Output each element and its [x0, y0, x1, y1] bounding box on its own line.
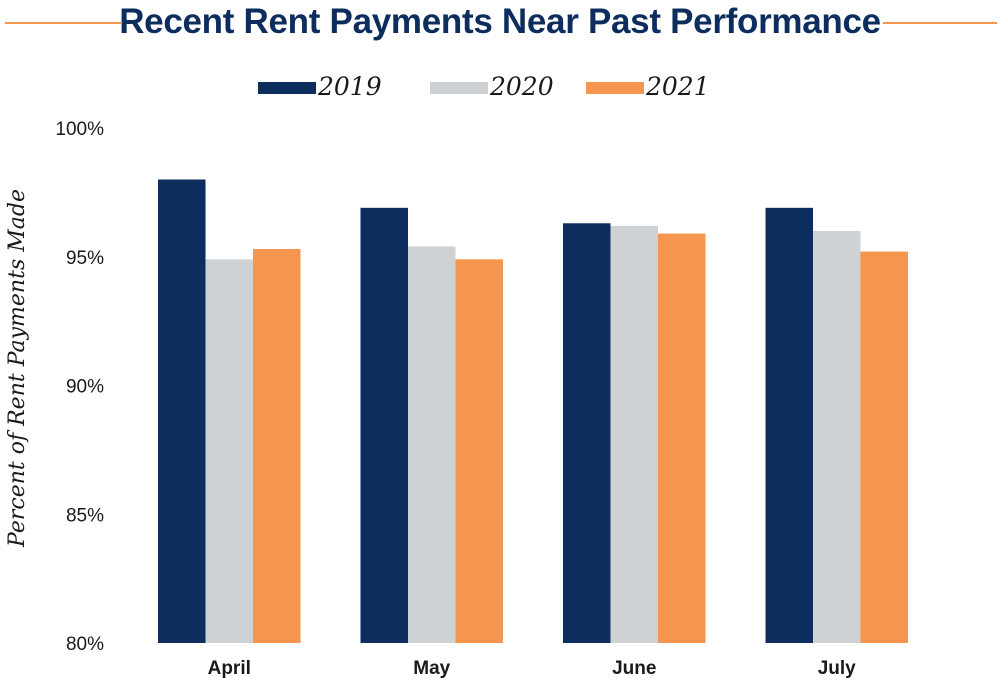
bar-june-2019: [563, 223, 611, 643]
legend-swatch-2020: [430, 82, 488, 94]
x-tick-label-may: May: [413, 658, 450, 679]
bar-may-2021: [455, 259, 503, 643]
y-tick-label: 85%: [66, 505, 104, 526]
legend-label-2019: 2019: [318, 72, 382, 101]
y-tick-label: 80%: [66, 634, 104, 655]
bar-may-2019: [360, 207, 408, 643]
bar-april-2021: [253, 249, 301, 643]
chart-title: Recent Rent Payments Near Past Performan…: [119, 2, 881, 41]
bar-july-2019: [765, 207, 813, 643]
bars: [158, 179, 908, 643]
title-rule-right: [883, 22, 997, 24]
title-bar: Recent Rent Payments Near Past Performan…: [0, 0, 1000, 46]
x-tick-label-april: April: [208, 658, 251, 679]
bar-april-2019: [158, 179, 206, 643]
bar-may-2020: [408, 246, 456, 643]
y-tick-label: 100%: [55, 119, 104, 140]
bar-june-2021: [658, 233, 706, 643]
x-axis-labels: April May June July: [208, 658, 857, 679]
title-rule-left: [5, 22, 121, 24]
y-tick-label: 95%: [66, 248, 104, 269]
legend-swatch-2019: [258, 82, 316, 94]
legend-label-2021: 2021: [646, 72, 710, 101]
bar-july-2020: [813, 231, 861, 643]
legend-label-2020: 2020: [490, 72, 554, 101]
legend-swatch-2021: [586, 82, 644, 94]
y-axis-title: Percent of Rent Payments Made: [5, 189, 30, 548]
y-axis-ticks: 80% 85% 90% 95% 100%: [55, 119, 104, 655]
bar-june-2020: [610, 225, 658, 643]
x-tick-label-july: July: [818, 658, 856, 679]
x-tick-label-june: June: [612, 658, 656, 679]
bar-april-2020: [205, 259, 253, 643]
y-tick-label: 90%: [66, 377, 104, 398]
bar-july-2021: [860, 251, 908, 643]
chart-legend: 2019 2020 2021: [0, 70, 1000, 104]
